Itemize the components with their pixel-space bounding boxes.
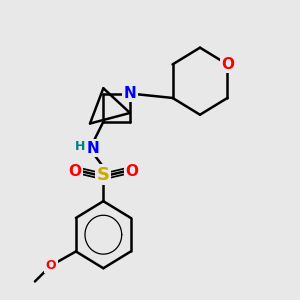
Text: N: N xyxy=(87,141,100,156)
Text: O: O xyxy=(46,259,56,272)
Text: O: O xyxy=(68,164,82,179)
Text: H: H xyxy=(75,140,85,153)
Text: S: S xyxy=(97,166,110,184)
Text: N: N xyxy=(124,86,136,101)
Text: O: O xyxy=(221,57,234,72)
Text: O: O xyxy=(125,164,138,179)
